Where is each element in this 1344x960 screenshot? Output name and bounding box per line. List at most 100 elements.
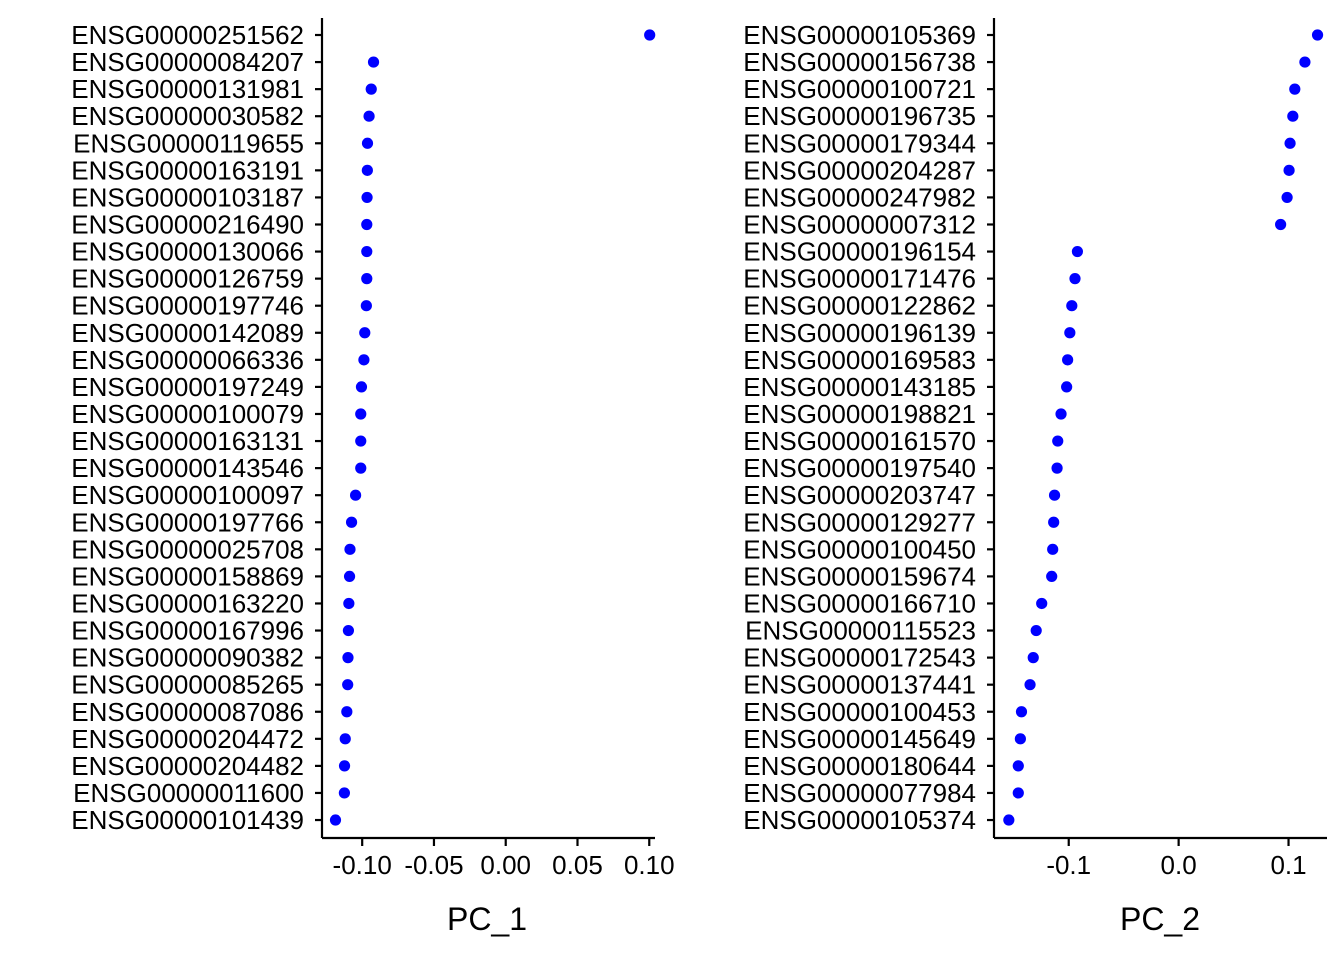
pc1-loading-point [644,29,656,41]
pc2-gene-label: ENSG00000105369 [743,20,976,50]
pc1-gene-label: ENSG00000130066 [71,237,304,267]
pc1-x-tick-label: 0.10 [624,850,675,880]
pc2-gene-label: ENSG00000179344 [743,128,976,158]
pc1-gene-label: ENSG00000011600 [73,778,304,808]
pc1-loading-point [342,624,355,637]
pc2-gene-label: ENSG00000100721 [743,74,976,104]
pc1-loading-point [355,408,367,420]
pc1-loading-point [355,381,368,393]
pc2-loading-point [1046,570,1058,583]
pc2-x-tick-label: -0.1 [1046,850,1091,880]
pc2-gene-label: ENSG00000166710 [743,588,976,618]
pc1-loading-point [361,191,373,204]
pc2-loading-point [1048,516,1060,528]
pc2-x-tick-label: 0.0 [1161,850,1197,880]
pc1-gene-label: ENSG00000100097 [71,480,304,510]
pc1-gene-label: ENSG00000126759 [71,264,304,294]
pc2-loading-point [1014,733,1026,745]
pc1-gene-label: ENSG00000030582 [71,101,304,131]
pc1-x-tick-label: -0.10 [333,850,392,880]
pc1-loading-point [349,489,362,501]
pc2-loading-point [1071,245,1084,258]
pc1-gene-label: ENSG00000163220 [71,588,304,618]
pc2-loading-point [1061,381,1073,393]
pc2-panel: ENSG00000105369ENSG00000156738ENSG000001… [743,18,1327,937]
pc2-gene-label: ENSG00000204287 [743,155,976,185]
pc2-gene-label: ENSG00000129277 [743,507,976,537]
pc1-loading-point [355,462,367,474]
pc2-loading-point [1003,814,1015,826]
pc1-gene-label: ENSG00000131981 [71,74,304,104]
pc2-gene-label: ENSG00000145649 [743,724,976,754]
pc1-loading-point [343,570,356,583]
pc1-loading-point [355,435,367,447]
pc1-gene-label: ENSG00000197249 [71,372,304,402]
pc1-gene-label: ENSG00000087086 [71,697,304,727]
pc1-gene-label: ENSG00000204482 [71,751,304,781]
pc2-loading-point [1015,706,1028,718]
pc2-loading-point [1275,218,1287,231]
pc1-gene-label: ENSG00000142089 [71,318,304,348]
pc2-gene-label: ENSG00000171476 [743,264,976,294]
pc1-loading-point [341,706,353,718]
pc2-gene-label: ENSG00000156738 [743,47,976,77]
pc1-gene-label: ENSG00000103187 [71,182,304,212]
pc2-gene-label: ENSG00000196139 [743,318,976,348]
pc2-loading-point [1284,137,1296,149]
pc1-gene-label: ENSG00000251562 [71,20,304,50]
pc1-gene-label: ENSG00000158869 [71,561,304,591]
pc1-gene-label: ENSG00000197746 [71,291,304,321]
pc1-panel: ENSG00000251562ENSG00000084207ENSG000001… [71,18,675,937]
pc1-loading-point [338,760,351,772]
pc1-gene-label: ENSG00000084207 [71,47,304,77]
pc2-loading-point [1055,408,1067,420]
pc2-loading-point [1030,624,1042,637]
pc1-loading-point [358,354,370,366]
pc2-loading-point [1289,83,1301,95]
pc2-loading-point [1281,191,1293,204]
pc1-gene-label: ENSG00000025708 [71,534,304,564]
pc2-loading-point [1283,164,1295,176]
pc2-loading-point [1048,489,1061,501]
pc1-x-tick-label: -0.05 [404,850,463,880]
pc2-gene-label: ENSG00000197540 [743,453,976,483]
pc1-gene-label: ENSG00000101439 [71,805,304,835]
pc1-loading-point [360,300,372,312]
pc2-loading-point [1047,543,1059,555]
pc1-gene-label: ENSG00000085265 [71,670,304,700]
pc1-loading-point [342,679,354,691]
pc1-loading-point [361,245,373,258]
pc1-loading-point [343,597,355,610]
pc1-gene-label: ENSG00000197766 [71,507,304,537]
pc2-gene-label: ENSG00000137441 [743,670,976,700]
pc1-loading-point [365,83,377,95]
pc2-gene-label: ENSG00000077984 [743,778,976,808]
pc2-loading-point [1069,273,1081,285]
pc2-loading-point [1311,29,1324,41]
pc2-loading-point [1052,435,1064,447]
pc2-x-tick-label: 0.1 [1270,850,1306,880]
pc2-loading-point [1012,787,1024,799]
pc1-loading-point [329,814,342,826]
pc1-gene-label: ENSG00000216490 [71,209,304,239]
pc1-x-tick-label: 0.05 [552,850,603,880]
pc1-axis-title: PC_1 [447,901,527,937]
pc2-gene-label: ENSG00000196735 [743,101,976,131]
pc1-loading-point [339,733,351,745]
pc2-gene-label: ENSG00000169583 [743,345,976,375]
pc2-gene-label: ENSG00000180644 [743,751,976,781]
pc1-loading-point [361,164,373,176]
pc2-gene-label: ENSG00000247982 [743,182,976,212]
pc2-gene-label: ENSG00000105374 [743,805,976,835]
pc2-gene-label: ENSG00000196154 [743,237,976,267]
pc2-gene-label: ENSG00000007312 [743,209,976,239]
pc2-loading-point [1287,110,1299,122]
pc1-gene-label: ENSG00000204472 [71,724,304,754]
pc1-gene-label: ENSG00000066336 [71,345,304,375]
pc1-loading-point [367,56,380,68]
pc2-loading-point [1051,462,1063,474]
pc2-gene-label: ENSG00000100453 [743,697,976,727]
pc1-gene-label: ENSG00000100079 [71,399,304,429]
pc1-gene-label: ENSG00000167996 [71,616,304,646]
